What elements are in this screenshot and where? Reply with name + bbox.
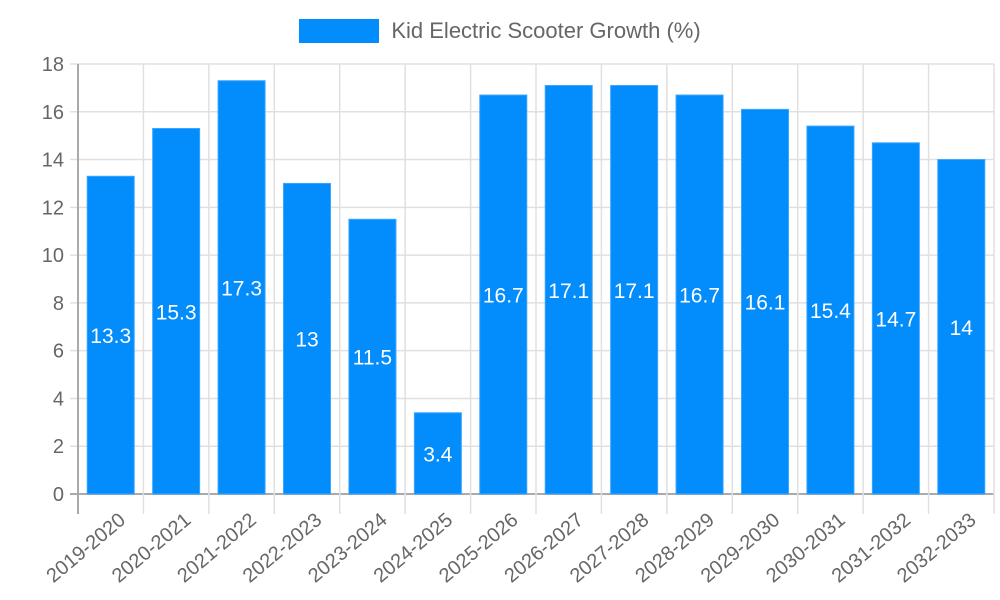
bar-value-label: 13.3 [90,325,131,348]
bar-value-label: 16.1 [745,292,786,315]
y-tick-label: 2 [53,436,64,458]
y-tick-label: 4 [53,388,64,410]
bar[interactable] [937,159,986,495]
bar-value-label: 17.1 [548,280,589,303]
y-tick-label: 16 [42,102,64,124]
bar-value-label: 14 [950,317,974,340]
legend-label: Kid Electric Scooter Growth (%) [391,18,701,43]
bar-value-label: 16.7 [483,285,524,308]
bar[interactable] [806,125,855,495]
y-tick-label: 18 [42,54,64,76]
bar-value-label: 14.7 [875,308,916,331]
chart-legend[interactable]: Kid Electric Scooter Growth (%) [0,18,1000,44]
y-tick-label: 8 [53,293,64,315]
y-tick-label: 12 [42,197,64,219]
bar[interactable] [283,182,331,495]
bar[interactable] [675,94,724,495]
bar[interactable] [348,218,397,495]
bar-value-label: 17.1 [614,280,655,303]
bar-value-label: 17.3 [221,277,262,300]
bar[interactable] [86,175,135,495]
bar-value-label: 13 [295,329,318,352]
bar-value-label: 11.5 [353,347,392,370]
bar[interactable] [479,94,528,495]
y-tick-label: 10 [42,245,64,267]
bar-value-label: 3.4 [423,443,453,466]
bar[interactable] [610,85,659,495]
bar[interactable] [217,80,266,495]
bar[interactable] [544,85,593,495]
bar[interactable] [152,128,201,495]
y-tick-label: 0 [53,484,64,506]
y-tick-label: 6 [53,341,64,363]
bar-value-label: 16.7 [679,285,720,308]
legend-swatch [299,19,380,43]
bar-value-label: 15.3 [156,301,197,324]
bar[interactable] [871,142,920,495]
bar-value-label: 15.4 [810,300,851,323]
y-tick-label: 14 [42,150,64,172]
bar[interactable] [413,412,462,495]
bar[interactable] [741,108,789,495]
